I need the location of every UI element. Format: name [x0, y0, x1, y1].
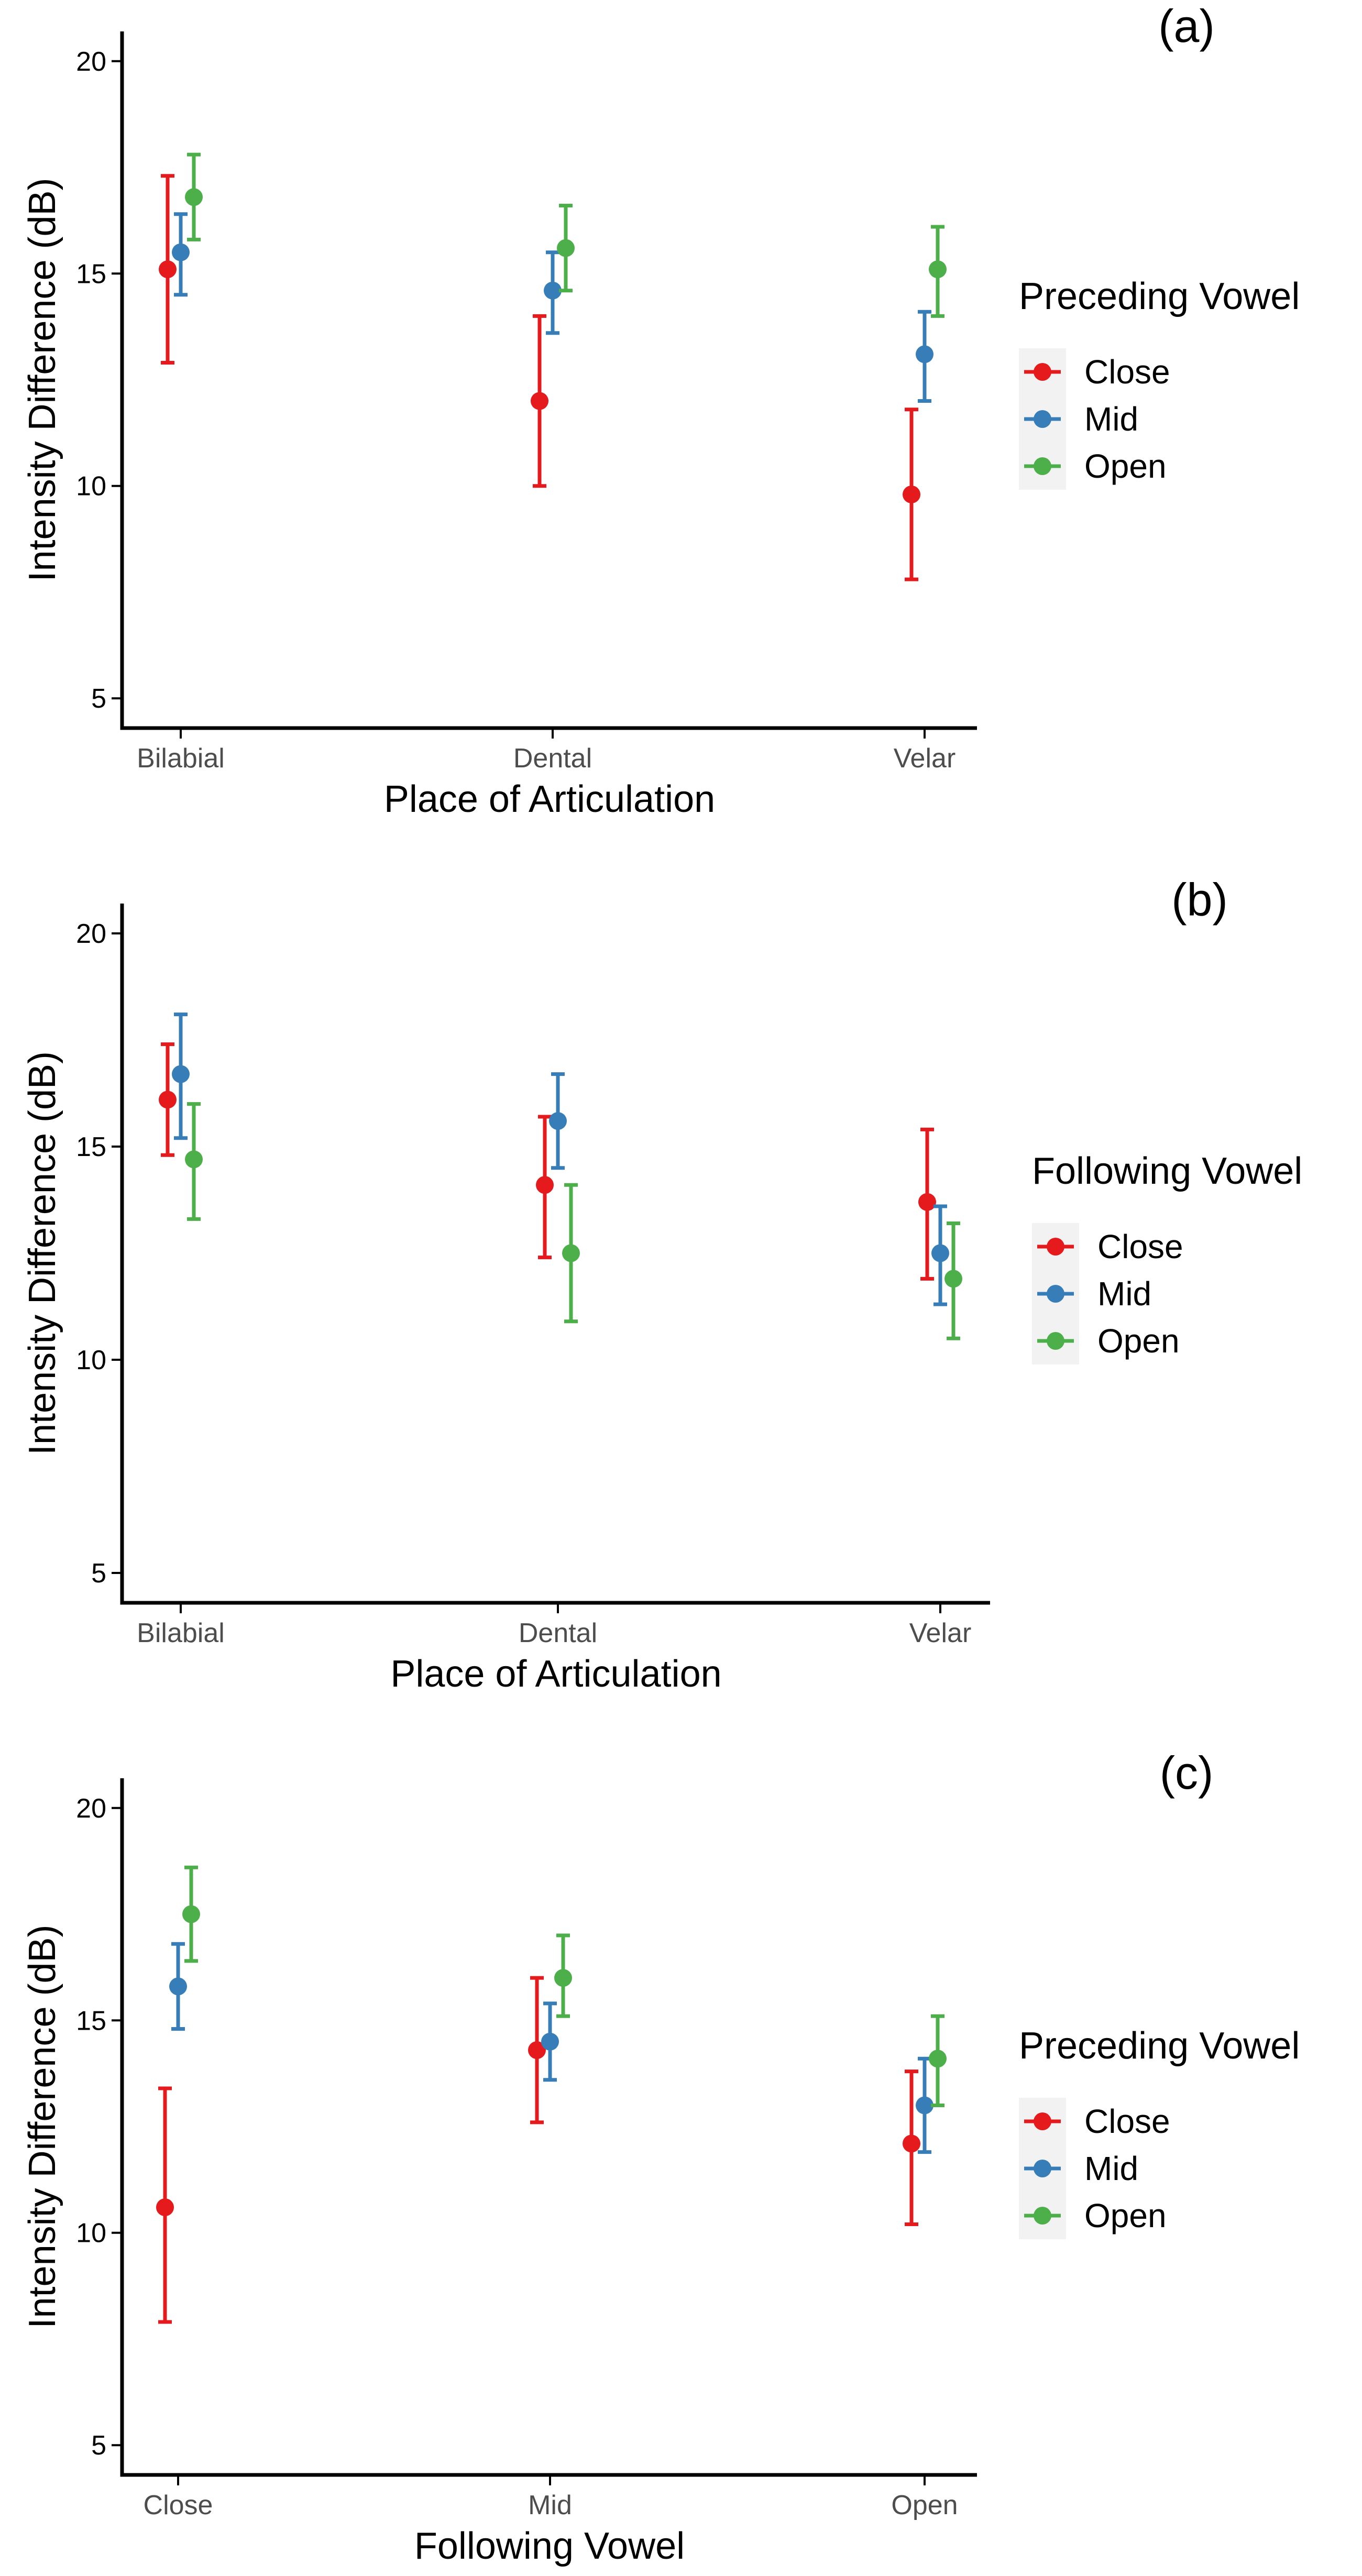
legend-label: Mid	[1097, 1275, 1151, 1313]
legend-title: Preceding Vowel	[1019, 2025, 1300, 2067]
chart-panel-2: 5 10 15 20 Close Mid Open Following Vowel Intens…	[21, 1747, 1300, 2567]
x-tick-label: Velar	[894, 743, 956, 774]
legend-label: Close	[1097, 1228, 1183, 1265]
legend-title: Following Vowel	[1032, 1150, 1302, 1192]
x-axis-title: Place of Articulation	[390, 1653, 721, 1695]
legend-key-point	[1034, 410, 1051, 428]
y-axis-title: Intensity Difference (dB)	[21, 178, 63, 581]
data-point	[159, 260, 177, 279]
y-tick-label: 10	[76, 2218, 106, 2249]
data-point	[554, 1969, 572, 1987]
data-point	[916, 2096, 933, 2115]
y-tick-label: 15	[76, 1132, 106, 1162]
legend-label: Mid	[1084, 2150, 1138, 2187]
y-tick-label: 5	[91, 2430, 106, 2461]
x-tick-label: Mid	[528, 2490, 572, 2520]
x-tick-label: Bilabial	[137, 1618, 225, 1648]
data-point	[562, 1244, 580, 1262]
x-tick-label: Close	[144, 2490, 213, 2520]
chart-panel-1: 5 10 15 20 Bilabial Dental Velar Place of Artic…	[21, 874, 1302, 1695]
legend-key-point	[1034, 2207, 1051, 2225]
y-tick-label: 5	[91, 684, 106, 714]
y-tick-label: 15	[76, 259, 106, 289]
data-point	[541, 2032, 559, 2051]
y-tick-label: 10	[76, 471, 106, 502]
legend-key-point	[1034, 2112, 1051, 2130]
data-point	[557, 239, 575, 257]
y-tick-label: 20	[76, 919, 106, 949]
legend-key-point	[1034, 2160, 1051, 2177]
legend-label: Mid	[1084, 400, 1138, 438]
legend-label: Open	[1084, 2197, 1167, 2234]
legend: Following Vowel Close Mid Open	[1032, 1150, 1302, 1364]
y-tick-label: 15	[76, 2006, 106, 2036]
legend-label: Close	[1084, 2102, 1170, 2140]
legend-label: Open	[1084, 447, 1167, 485]
y-tick-label: 5	[91, 1558, 106, 1589]
data-point	[918, 1193, 936, 1211]
x-axis-title: Following Vowel	[414, 2525, 685, 2567]
data-point	[903, 485, 920, 503]
y-tick-label: 20	[76, 1793, 106, 1824]
data-point	[544, 281, 562, 300]
y-axis-title: Intensity Difference (dB)	[21, 1924, 63, 2328]
chart-panel-0: 5 10 15 20 Bilabial Dental Velar Place of Artic…	[21, 0, 1300, 820]
legend-label: Close	[1084, 353, 1170, 391]
data-point	[929, 260, 947, 279]
panel-label: (b)	[1171, 874, 1228, 926]
x-tick-label: Bilabial	[137, 743, 225, 774]
data-point	[528, 2041, 546, 2060]
legend-key-point	[1034, 457, 1051, 475]
y-tick-label: 20	[76, 47, 106, 77]
y-axis-title: Intensity Difference (dB)	[21, 1051, 63, 1455]
legend-key-point	[1047, 1285, 1064, 1303]
data-point	[531, 392, 548, 410]
data-point	[169, 1977, 187, 1996]
y-tick-label: 10	[76, 1345, 106, 1375]
data-point	[156, 2198, 174, 2217]
data-point	[159, 1091, 177, 1109]
x-tick-label: Open	[891, 2490, 958, 2520]
x-tick-label: Dental	[519, 1618, 597, 1648]
legend: Preceding Vowel Close Mid Open	[1019, 276, 1300, 490]
data-point	[944, 1270, 962, 1288]
data-point	[931, 1244, 949, 1262]
legend-label: Open	[1097, 1322, 1180, 1360]
data-point	[172, 243, 190, 261]
data-point	[929, 2050, 947, 2068]
legend-title: Preceding Vowel	[1019, 276, 1300, 317]
data-point	[182, 1905, 200, 1923]
panel-label: (c)	[1160, 1747, 1214, 1799]
x-tick-label: Velar	[909, 1618, 972, 1648]
legend-key-point	[1047, 1332, 1064, 1350]
data-point	[916, 345, 933, 364]
legend: Preceding Vowel Close Mid Open	[1019, 2025, 1300, 2239]
data-point	[536, 1176, 554, 1194]
panel-label: (a)	[1158, 0, 1215, 52]
x-axis-title: Place of Articulation	[384, 778, 715, 820]
data-point	[185, 188, 203, 206]
data-point	[185, 1150, 203, 1169]
legend-key-point	[1034, 363, 1051, 381]
data-point	[903, 2134, 920, 2153]
x-tick-label: Dental	[513, 743, 592, 774]
legend-key-point	[1047, 1238, 1064, 1256]
data-point	[549, 1112, 567, 1130]
data-point	[172, 1065, 190, 1083]
